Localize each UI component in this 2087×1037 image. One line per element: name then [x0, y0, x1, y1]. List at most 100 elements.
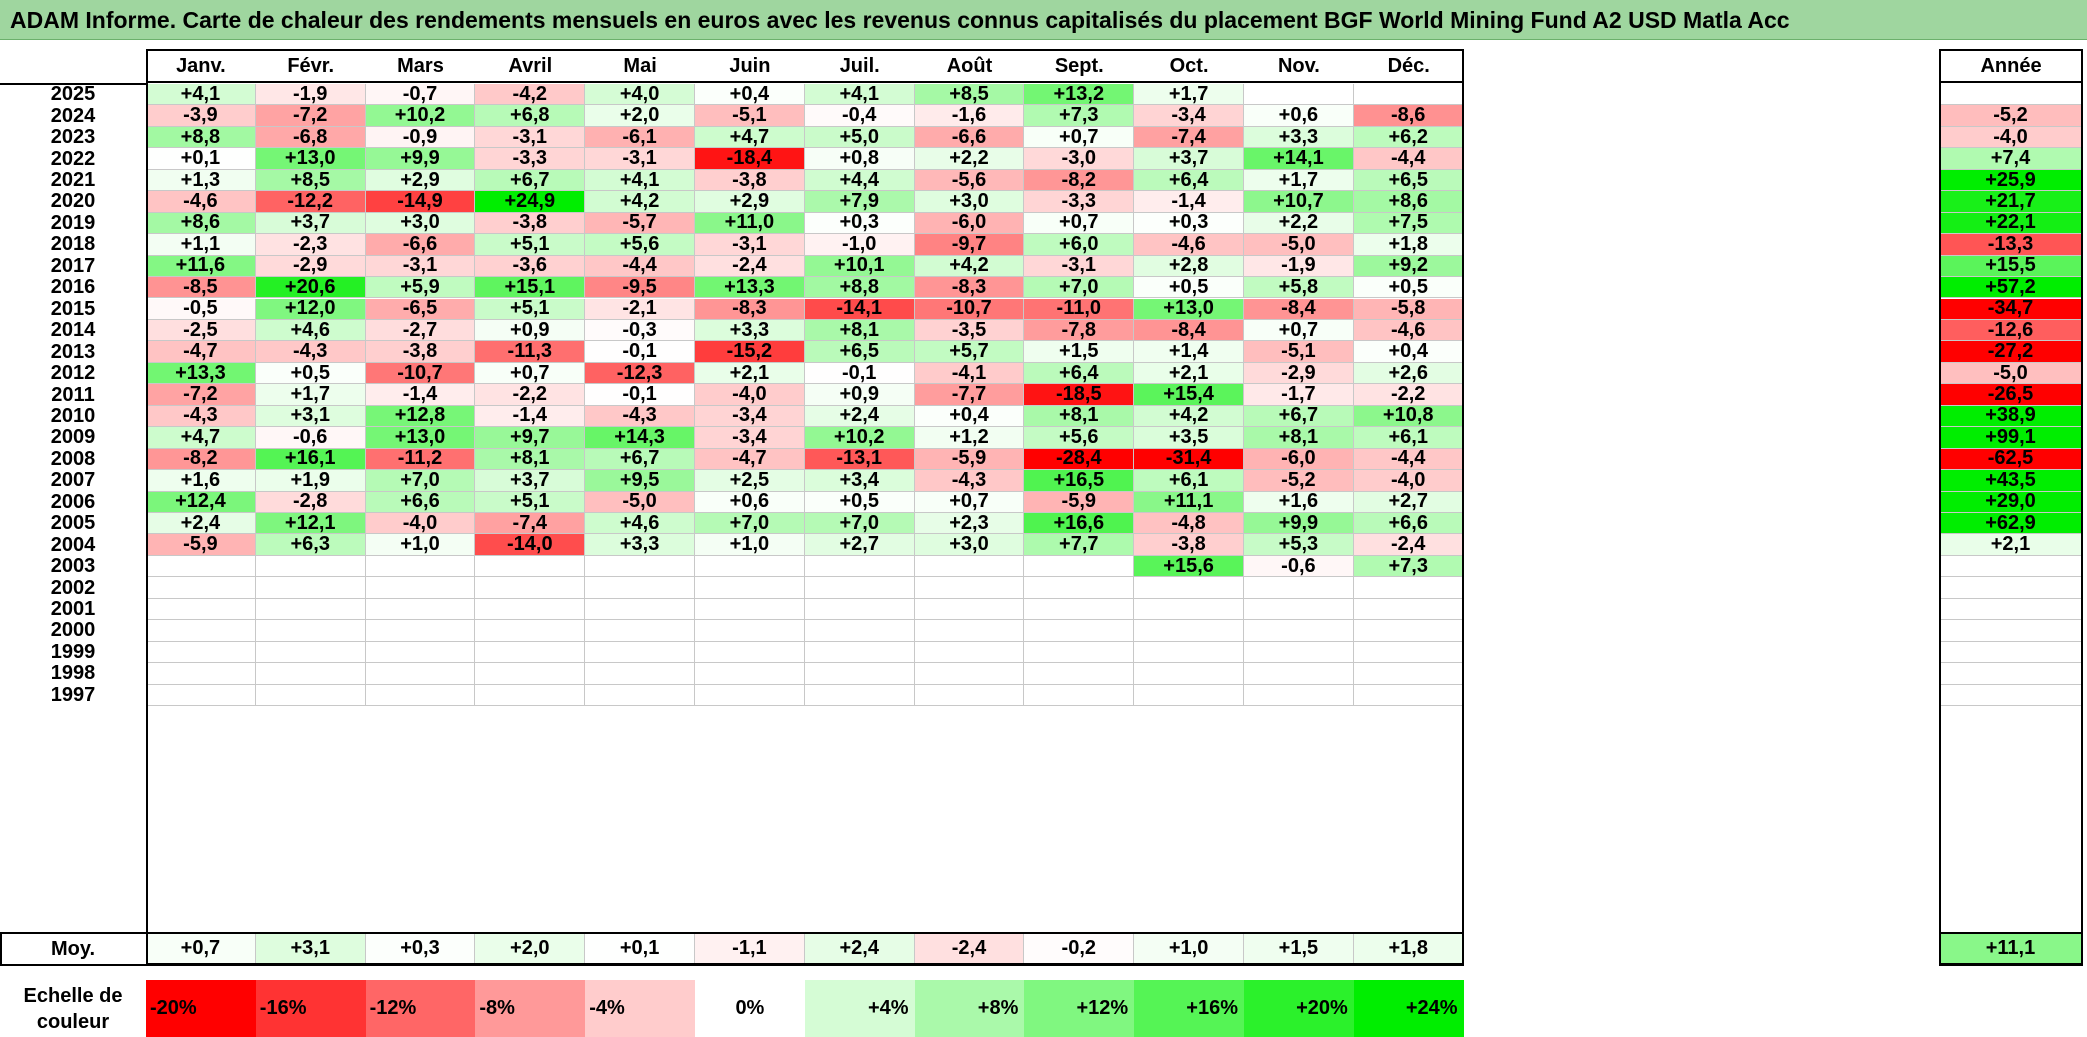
heatmap-cell: -31,4: [1134, 448, 1244, 471]
color-scale-swatch: +16%: [1134, 980, 1244, 1037]
heatmap-cell: +4,2: [914, 255, 1025, 278]
heatmap-cell: +7,0: [804, 513, 915, 535]
heatmap-cell: [585, 620, 695, 642]
heatmap-cell: -0,5: [146, 298, 256, 320]
heatmap-cell: [365, 620, 476, 642]
heatmap-cell: [146, 577, 256, 599]
heatmap-cell: +0,4: [695, 84, 805, 106]
heatmap-cell: [255, 598, 366, 621]
heatmap-cell: +5,7: [914, 341, 1025, 363]
year-label: 2001: [50, 598, 96, 621]
month-header: Janv.: [146, 49, 256, 83]
heatmap-cell: +2,6: [1353, 362, 1464, 385]
heatmap-cell: +6,2: [1353, 126, 1464, 149]
annual-cell: [1939, 84, 2083, 106]
heatmap-cell: +2,7: [1353, 491, 1464, 513]
heatmap-cell: +0,7: [1244, 319, 1354, 342]
heatmap-cell: +2,9: [365, 169, 476, 192]
heatmap-cell: +20,6: [255, 277, 366, 299]
heatmap-cell: [365, 641, 476, 664]
heatmap-cell: -12,3: [585, 362, 695, 385]
average-annual-cell: +11,1: [1939, 933, 2083, 965]
annual-cell: -62,5: [1939, 448, 2083, 471]
heatmap-cell: [914, 620, 1025, 642]
heatmap-cell: [1353, 620, 1464, 642]
heatmap-cell: -18,4: [695, 148, 805, 170]
heatmap-cell: +3,3: [1244, 126, 1354, 149]
heatmap-cell: -11,2: [365, 448, 476, 471]
average-cell: +0,1: [585, 933, 695, 965]
heatmap-cell: -13,1: [804, 448, 915, 471]
heatmap-cell: -2,4: [695, 255, 805, 278]
heatmap-cell: [585, 663, 695, 685]
year-label: 2009: [50, 427, 96, 449]
heatmap-cell: -11,0: [1024, 298, 1135, 320]
year-label: 2014: [50, 319, 96, 342]
heatmap-cell: [1024, 555, 1135, 578]
heatmap-cell: +0,3: [804, 212, 915, 235]
heatmap-cell: +14,1: [1244, 148, 1354, 170]
year-label: 2018: [50, 234, 96, 256]
heatmap-cell: +6,6: [1353, 513, 1464, 535]
heatmap-cell: [695, 598, 805, 621]
heatmap-cell: -3,4: [695, 405, 805, 428]
heatmap-cell: +0,1: [146, 148, 256, 170]
heatmap-cell: +8,1: [804, 319, 915, 342]
annual-cell: -12,6: [1939, 319, 2083, 342]
heatmap-cell: -2,5: [146, 319, 256, 342]
heatmap-cell: +1,1: [146, 234, 256, 256]
average-cell: +1,0: [1134, 933, 1244, 965]
heatmap-cell: -0,4: [804, 105, 915, 127]
heatmap-cell: +5,1: [475, 298, 586, 320]
annual-cell: +2,1: [1939, 534, 2083, 556]
heatmap-cell: -3,1: [695, 234, 805, 256]
year-label: 2023: [50, 126, 96, 149]
heatmap-cell: [695, 620, 805, 642]
annual-cell: [1939, 641, 2083, 664]
heatmap-cell: -14,1: [804, 298, 915, 320]
year-label: 2022: [50, 148, 96, 170]
heatmap-cell: +10,2: [804, 427, 915, 449]
heatmap-cell: +1,3: [146, 169, 256, 192]
annual-cell: -5,0: [1939, 362, 2083, 385]
heatmap-cell: +13,0: [1134, 298, 1244, 320]
color-scale-swatch: +12%: [1024, 980, 1135, 1037]
heatmap-cell: [1134, 641, 1244, 664]
heatmap-cell: +2,0: [585, 105, 695, 127]
heatmap-cell: [146, 620, 256, 642]
heatmap-cell: +13,3: [146, 362, 256, 385]
heatmap-cell: +3,7: [475, 470, 586, 492]
heatmap-cell: +5,6: [585, 234, 695, 256]
heatmap-cell: +5,9: [365, 277, 476, 299]
heatmap-cell: [1024, 684, 1135, 707]
heatmap-cell: -5,8: [1353, 298, 1464, 320]
heatmap-cell: [585, 684, 695, 707]
heatmap-cell: -8,4: [1244, 298, 1354, 320]
heatmap-cell: +4,2: [1134, 405, 1244, 428]
year-label: 2010: [50, 405, 96, 427]
heatmap-cell: +3,1: [255, 405, 366, 428]
heatmap-cell: [804, 663, 915, 685]
heatmap-cell: [146, 684, 256, 707]
heatmap-cell: [255, 577, 366, 599]
heatmap-cell: -3,5: [914, 319, 1025, 342]
heatmap-cell: +8,6: [146, 212, 256, 235]
color-scale-swatch: -20%: [146, 980, 256, 1037]
heatmap-cell: [1353, 684, 1464, 707]
heatmap-cell: +2,9: [695, 191, 805, 213]
heatmap-cell: +2,7: [804, 534, 915, 556]
annual-cell: -27,2: [1939, 341, 2083, 363]
heatmap-cell: [804, 620, 915, 642]
heatmap-cell: -1,4: [475, 405, 586, 428]
heatmap-cell: -4,0: [695, 384, 805, 406]
color-scale-label: Echelle de couleur: [0, 980, 146, 1037]
heatmap-cell: [804, 555, 915, 578]
heatmap-cell: [1024, 620, 1135, 642]
heatmap-cell: +0,5: [804, 491, 915, 513]
heatmap-cell: -14,9: [365, 191, 476, 213]
heatmap-cell: [255, 663, 366, 685]
heatmap-cell: -8,5: [146, 277, 256, 299]
heatmap-cell: [914, 555, 1025, 578]
heatmap-cell: +1,7: [1244, 169, 1354, 192]
heatmap-cell: [255, 555, 366, 578]
